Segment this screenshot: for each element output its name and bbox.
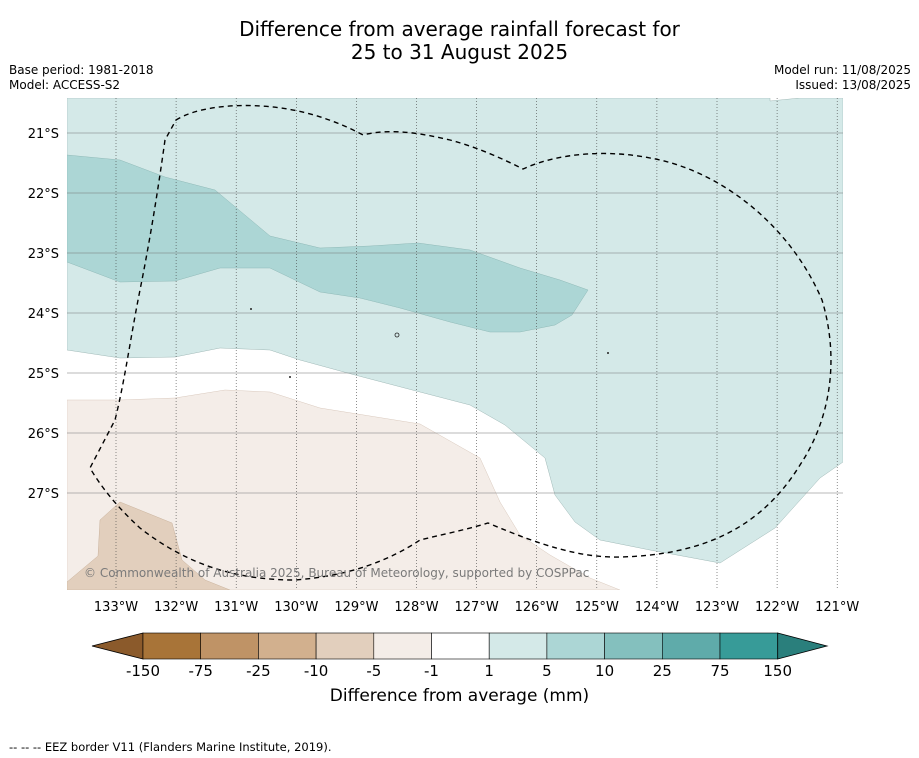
colorbar-extend-low — [91, 632, 144, 660]
colorbar-segment — [604, 632, 663, 660]
region-5-to-10mm — [67, 154, 589, 333]
map-speck — [250, 308, 252, 310]
latitude-tick-label: 23°S — [28, 247, 59, 262]
title-line-1: Difference from average rainfall forecas… — [239, 17, 680, 41]
region-1-to-5mm — [67, 98, 843, 564]
colorbar: -150 -75 -25 -10 -5 -1 1 5 10 25 75 150 — [91, 632, 829, 680]
latitude-tick-label: 27°S — [28, 487, 59, 502]
longitude-tick-label: 126°W — [515, 600, 559, 615]
map-speck — [289, 376, 291, 378]
colorbar-segment — [315, 632, 375, 660]
longitude-tick-label: 127°W — [455, 600, 499, 615]
longitude-tick-label: 132°W — [154, 600, 198, 615]
colorbar-tick-label: -1 — [424, 662, 439, 680]
colorbar-segment — [200, 632, 259, 660]
colorbar-tick-label: 75 — [710, 662, 729, 680]
run-info: Model run: 11/08/2025 Issued: 13/08/2025 — [774, 63, 911, 93]
longitude-tick-label: 129°W — [334, 600, 378, 615]
colorbar-tick-label: 25 — [653, 662, 672, 680]
longitude-gridlines — [115, 98, 838, 590]
model-info: Base period: 1981-2018 Model: ACCESS-S2 — [9, 63, 154, 93]
latitude-tick-label: 21°S — [28, 127, 59, 142]
latitude-tick-label: 26°S — [28, 427, 59, 442]
colorbar-segment — [258, 632, 317, 660]
longitude-tick-label: 121°W — [815, 600, 859, 615]
latitude-tick-label: 22°S — [28, 187, 59, 202]
longitude-tick-label: 130°W — [274, 600, 318, 615]
colorbar-tick-label: -25 — [246, 662, 271, 680]
colorbar-tick-label: 150 — [763, 662, 792, 680]
colorbar-tick-label: 5 — [542, 662, 552, 680]
colorbar-segment — [661, 632, 721, 660]
eez-border — [89, 104, 832, 581]
issued-date: Issued: 13/08/2025 — [795, 78, 911, 92]
colorbar-segment — [142, 632, 202, 660]
longitude-tick-label: 128°W — [394, 600, 438, 615]
title-line-2: 25 to 31 August 2025 — [350, 40, 569, 64]
model-name: Model: ACCESS-S2 — [9, 78, 121, 92]
latitude-gridlines — [67, 132, 843, 494]
model-run: Model run: 11/08/2025 — [773, 63, 911, 77]
map-credit: © Commonwealth of Australia 2025, Bureau… — [84, 566, 590, 580]
colorbar-tick-label: -10 — [304, 662, 329, 680]
map-title: Difference from average rainfall forecas… — [0, 18, 919, 64]
base-period: Base period: 1981-2018 — [9, 63, 154, 77]
longitude-tick-label: 123°W — [695, 600, 739, 615]
colorbar-tick-label: 10 — [595, 662, 614, 680]
colorbar-title: Difference from average (mm) — [329, 686, 590, 706]
longitude-tick-label: 125°W — [575, 600, 619, 615]
longitude-tick-labels: 133°W 132°W 131°W 130°W 129°W 128°W 127°W 126°W… — [94, 600, 860, 615]
longitude-tick-label: 131°W — [214, 600, 258, 615]
colorbar-segment — [431, 632, 490, 660]
latitude-tick-labels: 21°S 22°S 23°S 24°S 25°S 26°S 27°S — [28, 127, 59, 502]
colorbar-tick-label: -5 — [366, 662, 381, 680]
colorbar-segment — [719, 632, 779, 660]
region-minus5-to-minus10mm — [67, 501, 231, 590]
colorbar-segment — [373, 632, 432, 660]
colorbar-segment — [488, 632, 548, 660]
colorbar-segment — [546, 632, 605, 660]
colorbar-extend-high — [777, 632, 829, 660]
longitude-tick-label: 124°W — [635, 600, 679, 615]
colorbar-tick-label: 1 — [484, 662, 494, 680]
colorbar-tick-label: -75 — [188, 662, 213, 680]
latitude-tick-label: 24°S — [28, 307, 59, 322]
longitude-tick-label: 133°W — [94, 600, 138, 615]
map-speck — [607, 352, 609, 354]
region-minus1-to-minus5mm — [67, 389, 621, 590]
eez-legend-note: -- -- -- EEZ border V11 (Flanders Marine… — [9, 740, 332, 754]
longitude-tick-label: 122°W — [755, 600, 799, 615]
colorbar-tick-label: -150 — [126, 662, 160, 680]
latitude-tick-label: 25°S — [28, 367, 59, 382]
map-speck — [394, 332, 400, 338]
